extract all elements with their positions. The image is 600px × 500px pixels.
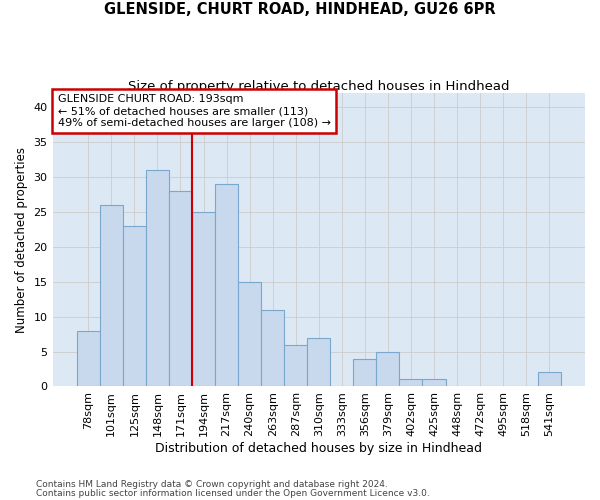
- Bar: [77, 330, 100, 386]
- Bar: [307, 338, 330, 386]
- Bar: [123, 226, 146, 386]
- Bar: [376, 352, 400, 386]
- Bar: [146, 170, 169, 386]
- Title: Size of property relative to detached houses in Hindhead: Size of property relative to detached ho…: [128, 80, 509, 93]
- Bar: [538, 372, 561, 386]
- Bar: [422, 380, 446, 386]
- Bar: [284, 344, 307, 387]
- Y-axis label: Number of detached properties: Number of detached properties: [15, 146, 28, 332]
- Bar: [169, 191, 192, 386]
- X-axis label: Distribution of detached houses by size in Hindhead: Distribution of detached houses by size …: [155, 442, 482, 455]
- Bar: [192, 212, 215, 386]
- Bar: [215, 184, 238, 386]
- Bar: [261, 310, 284, 386]
- Text: GLENSIDE, CHURT ROAD, HINDHEAD, GU26 6PR: GLENSIDE, CHURT ROAD, HINDHEAD, GU26 6PR: [104, 2, 496, 18]
- Text: Contains public sector information licensed under the Open Government Licence v3: Contains public sector information licen…: [36, 488, 430, 498]
- Bar: [400, 380, 422, 386]
- Text: Contains HM Land Registry data © Crown copyright and database right 2024.: Contains HM Land Registry data © Crown c…: [36, 480, 388, 489]
- Bar: [100, 205, 123, 386]
- Text: GLENSIDE CHURT ROAD: 193sqm
← 51% of detached houses are smaller (113)
49% of se: GLENSIDE CHURT ROAD: 193sqm ← 51% of det…: [58, 94, 331, 128]
- Bar: [238, 282, 261, 387]
- Bar: [353, 358, 376, 386]
